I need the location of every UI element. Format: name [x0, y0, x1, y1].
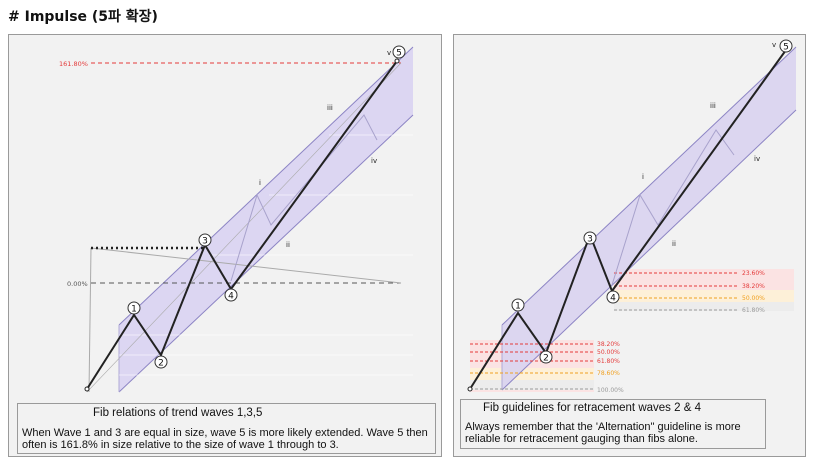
impulse-wave-path-right: [469, 49, 787, 390]
wave-marker-2: 2: [154, 355, 168, 369]
wave-marker-3: 3: [198, 233, 212, 247]
wave-marker-4-right: 4: [606, 290, 620, 304]
left-diagram-panel: 161.80% 0.00% 1 2 3 4: [8, 34, 442, 457]
fib-0-label: 0.00%: [67, 280, 88, 288]
right-caption-text: Always remember that the 'Alternation" g…: [465, 421, 741, 445]
svg-text:1: 1: [515, 302, 521, 312]
subwave-iv-label-right: iv: [754, 155, 760, 163]
subwave-i-label-right: i: [642, 173, 644, 181]
wave2-fib-100: 100.00%: [597, 387, 624, 394]
subwave-ii-label: ii: [286, 241, 290, 249]
svg-text:5: 5: [396, 49, 402, 59]
impulse-wave-path: [86, 60, 398, 390]
wave-marker-1: 1: [127, 301, 141, 315]
wave4-fib-50: 50.00%: [742, 295, 765, 302]
svg-text:2: 2: [158, 359, 164, 369]
wave-marker-3-right: 3: [583, 231, 597, 245]
wave2-fib-78: 78.60%: [597, 370, 620, 377]
wave-marker-5-right: 5: [779, 39, 793, 53]
svg-text:1: 1: [131, 305, 137, 315]
wave-marker-5: 5: [392, 45, 406, 59]
wave-marker-2-right: 2: [539, 350, 553, 364]
svg-text:5: 5: [783, 43, 789, 53]
wave4-fib-61: 61.80%: [742, 307, 765, 314]
trend-channel-right: [502, 47, 796, 390]
left-wave-diagram: 161.80% 0.00% 1 2 3 4: [59, 45, 414, 393]
subwave-iii-label-right: iii: [710, 102, 716, 110]
page-title: # Impulse (5파 확장): [8, 9, 158, 25]
fib-161-label: 161.80%: [59, 60, 88, 68]
svg-text:3: 3: [202, 237, 208, 247]
wave2-fib-50: 50.00%: [597, 349, 620, 356]
wave2-fib-38: 38.20%: [597, 341, 620, 348]
right-diagram-panel: 23.60% 38.20% 50.00% 61.80% 38.20% 50.00…: [453, 34, 806, 457]
svg-text:4: 4: [610, 294, 616, 304]
subwave-i-label: i: [259, 179, 261, 187]
subwave-v-label: v: [387, 49, 391, 57]
right-wave-diagram: 23.60% 38.20% 50.00% 61.80% 38.20% 50.00…: [467, 39, 797, 394]
svg-text:2: 2: [543, 354, 549, 364]
channel-upper-edge: [118, 46, 414, 326]
right-caption-box: Fib guidelines for retracement waves 2 &…: [460, 399, 766, 449]
left-caption-box: Fib relations of trend waves 1,3,5 When …: [17, 403, 436, 454]
left-caption-text: When Wave 1 and 3 are equal in size, wav…: [22, 427, 428, 451]
wave4-fib-23: 23.60%: [742, 270, 765, 277]
wave-marker-4: 4: [224, 288, 238, 302]
wave2-fib-61: 61.80%: [597, 358, 620, 365]
subwave-iv-label: iv: [371, 157, 377, 165]
subwave-iii-label: iii: [327, 104, 333, 112]
right-caption-title: Fib guidelines for retracement waves 2 &…: [483, 402, 701, 414]
subwave-v-label-right: v: [772, 41, 776, 49]
channel-lower-edge: [118, 114, 414, 393]
wave-marker-1-right: 1: [511, 298, 525, 312]
wave4-fib-38: 38.20%: [742, 283, 765, 290]
svg-text:3: 3: [587, 235, 593, 245]
subwave-ii-label-right: ii: [672, 240, 676, 248]
svg-text:4: 4: [228, 292, 234, 302]
left-caption-title: Fib relations of trend waves 1,3,5: [93, 407, 263, 419]
